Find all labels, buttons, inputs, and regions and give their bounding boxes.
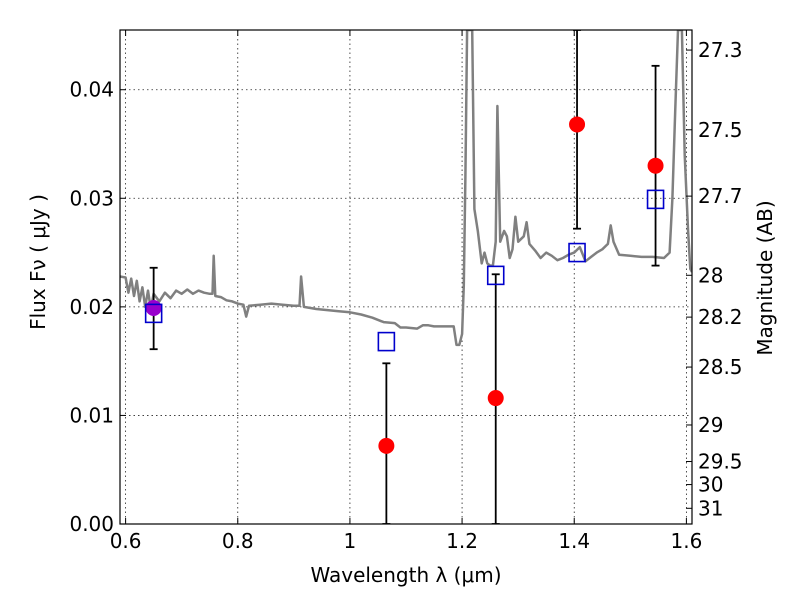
model-point [646,189,665,210]
mag-tick-label: 28.2 [698,305,743,329]
y-tick-label: 0.04 [69,78,114,102]
spectrum-layer [120,30,692,347]
observed-point [378,437,395,454]
mag-tick-label: 28.5 [698,355,743,379]
y-axis-label: Flux Fν ( μJy ) [26,194,50,330]
marker-layer [144,116,665,454]
y-tick-label: 0.02 [69,295,114,319]
model-point [144,303,163,324]
mag-tick-label: 29.5 [698,450,743,474]
x-axis-label: Wavelength λ (μm) [310,563,501,587]
errorbar-layer [149,30,660,524]
mag-tick-label: 31 [698,496,723,520]
x-tick-label: 1.2 [446,529,478,553]
x-tick-label: 0.6 [110,529,142,553]
y-tick-label: 0.00 [69,512,114,536]
y-axis-label-right: Magnitude (AB) [753,200,777,355]
x-tick-label: 1.4 [558,529,590,553]
model-point [486,265,505,286]
axis-ticks: 0.6 0.8 1 1.2 1.4 1.6 0.00 0.01 0.02 0.03 0.04 27.3… [69,30,743,553]
model-point [377,331,396,352]
x-tick-label: 0.8 [222,529,254,553]
observed-point [487,390,504,407]
x-tick-label: 1 [344,529,357,553]
grid-lines [120,30,692,525]
mag-tick-label: 27.7 [698,184,743,208]
y-tick-label: 0.03 [69,186,114,210]
y-tick-label: 0.01 [69,403,114,427]
observed-point [145,299,162,316]
mag-tick-label: 27.3 [698,38,743,62]
x-tick-label: 1.6 [670,529,702,553]
observed-point [569,116,586,133]
mag-tick-label: 30 [698,473,723,497]
plot-frame [119,29,693,525]
observed-point [647,157,664,174]
mag-tick-label: 29 [698,413,723,437]
model-point [568,242,586,263]
mag-tick-label: 28 [698,263,723,287]
mag-tick-label: 27.5 [698,118,743,142]
model-spectrum-line [120,30,692,347]
